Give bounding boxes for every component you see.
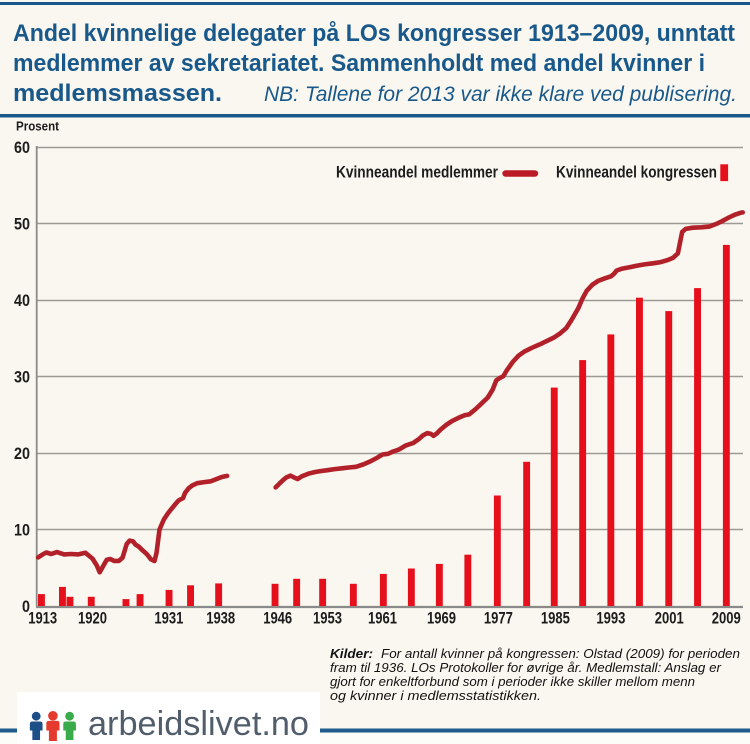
- svg-text:1961: 1961: [368, 610, 397, 628]
- svg-text:Kvinneandel medlemmer: Kvinneandel medlemmer: [336, 163, 498, 182]
- svg-text:1913: 1913: [28, 610, 57, 628]
- svg-text:1938: 1938: [206, 610, 235, 628]
- svg-text:fram til 1936. LOs Protokoller: fram til 1936. LOs Protokoller for øvrig…: [330, 660, 722, 675]
- svg-text:10: 10: [14, 520, 30, 539]
- svg-text:arbeidslivet.no: arbeidslivet.no: [88, 705, 309, 743]
- svg-text:medlemsmassen.: medlemsmassen.: [13, 80, 222, 107]
- svg-text:medlemmer av sekretariatet. Sa: medlemmer av sekretariatet. Sammenholdt …: [13, 50, 705, 77]
- svg-text:Andel kvinnelige delegater på: Andel kvinnelige delegater på LOs kongre…: [13, 20, 735, 47]
- svg-text:0: 0: [22, 597, 30, 616]
- svg-text:60: 60: [14, 138, 30, 157]
- svg-text:Kilder:: Kilder:: [330, 646, 373, 661]
- svg-text:Prosent: Prosent: [16, 120, 60, 134]
- svg-text:40: 40: [14, 291, 30, 310]
- svg-text:1953: 1953: [313, 610, 342, 628]
- svg-text:1946: 1946: [263, 610, 292, 628]
- svg-text:gjort for enkeltforbund som i: gjort for enkeltforbund som i perioder i…: [330, 674, 695, 689]
- svg-text:2001: 2001: [655, 610, 684, 628]
- svg-text:1931: 1931: [154, 610, 183, 628]
- svg-text:1920: 1920: [78, 610, 107, 628]
- svg-text:og kvinner i medlemsstatistik: og kvinner i medlemsstatistikken.: [330, 688, 541, 703]
- svg-text:1977: 1977: [484, 610, 513, 628]
- svg-text:30: 30: [14, 367, 30, 386]
- svg-text:Kvinneandel kongressen: Kvinneandel kongressen: [556, 163, 717, 182]
- svg-text:For antall kvinner på kongress: For antall kvinner på kongressen: Olstad…: [381, 646, 740, 661]
- svg-text:NB: Tallene for 2013 var ikke: NB: Tallene for 2013 var ikke klare ved …: [264, 83, 737, 106]
- svg-text:1985: 1985: [541, 610, 570, 628]
- svg-text:20: 20: [14, 444, 30, 463]
- svg-text:50: 50: [14, 214, 30, 233]
- svg-text:1969: 1969: [427, 610, 456, 628]
- svg-text:2009: 2009: [712, 610, 741, 628]
- svg-text:1993: 1993: [596, 610, 625, 628]
